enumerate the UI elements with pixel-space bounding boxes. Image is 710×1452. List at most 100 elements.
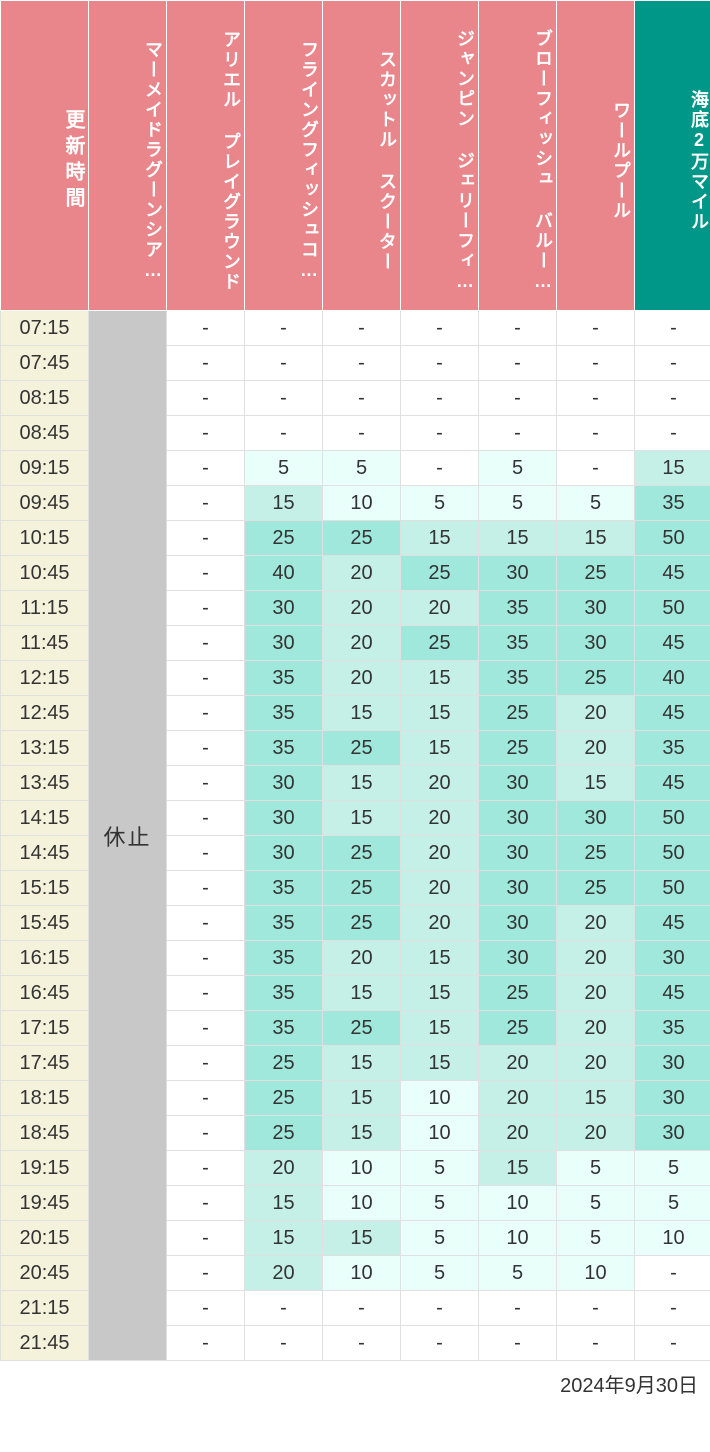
data-cell: 40	[635, 661, 710, 696]
data-cell: 10	[323, 1186, 401, 1221]
data-cell: -	[557, 346, 635, 381]
data-cell: -	[557, 1291, 635, 1326]
data-cell: -	[167, 661, 245, 696]
time-cell: 21:45	[1, 1326, 89, 1361]
table-row: 07:15休止-------	[1, 311, 710, 346]
data-cell: 30	[245, 836, 323, 871]
data-cell: -	[167, 486, 245, 521]
data-cell: 25	[557, 661, 635, 696]
data-cell: 20	[401, 906, 479, 941]
data-cell: -	[245, 381, 323, 416]
data-cell: 20	[245, 1256, 323, 1291]
data-cell: 15	[479, 521, 557, 556]
data-cell: 5	[401, 1256, 479, 1291]
data-cell: -	[167, 731, 245, 766]
data-cell: -	[167, 591, 245, 626]
data-cell: -	[167, 801, 245, 836]
data-cell: 25	[479, 731, 557, 766]
data-cell: -	[245, 346, 323, 381]
data-cell: 30	[479, 941, 557, 976]
data-cell: 20	[557, 1116, 635, 1151]
data-cell: 30	[479, 906, 557, 941]
time-column-header: 更新時間	[1, 1, 89, 311]
data-cell: 30	[479, 556, 557, 591]
data-cell: 20	[245, 1151, 323, 1186]
data-cell: 25	[245, 1081, 323, 1116]
data-cell: 35	[245, 731, 323, 766]
data-cell: 10	[479, 1186, 557, 1221]
data-cell: -	[167, 1326, 245, 1361]
data-cell: 15	[401, 1011, 479, 1046]
data-cell: -	[479, 381, 557, 416]
data-cell: -	[167, 1116, 245, 1151]
data-cell: -	[557, 1326, 635, 1361]
data-cell: -	[245, 416, 323, 451]
data-cell: 45	[635, 556, 710, 591]
data-cell: 25	[245, 1046, 323, 1081]
data-cell: -	[167, 416, 245, 451]
data-cell: -	[167, 696, 245, 731]
data-cell: 35	[245, 661, 323, 696]
data-cell: 15	[323, 1116, 401, 1151]
data-cell: -	[323, 1291, 401, 1326]
data-cell: 5	[635, 1186, 710, 1221]
data-cell: 20	[479, 1116, 557, 1151]
data-cell: 30	[635, 1081, 710, 1116]
time-cell: 11:15	[1, 591, 89, 626]
data-cell: -	[635, 346, 710, 381]
data-cell: -	[557, 451, 635, 486]
data-cell: 5	[401, 1186, 479, 1221]
data-cell: 20	[401, 766, 479, 801]
time-cell: 08:15	[1, 381, 89, 416]
data-cell: 15	[401, 521, 479, 556]
data-cell: 15	[323, 696, 401, 731]
data-cell: 35	[635, 1011, 710, 1046]
data-cell: 20	[323, 661, 401, 696]
data-cell: 15	[635, 451, 710, 486]
time-cell: 09:45	[1, 486, 89, 521]
data-cell: 30	[245, 801, 323, 836]
data-cell: 35	[635, 486, 710, 521]
data-cell: -	[323, 381, 401, 416]
data-cell: 15	[557, 766, 635, 801]
data-cell: -	[479, 1326, 557, 1361]
data-cell: 30	[245, 766, 323, 801]
data-cell: -	[635, 416, 710, 451]
time-cell: 10:15	[1, 521, 89, 556]
data-cell: -	[245, 311, 323, 346]
time-cell: 14:45	[1, 836, 89, 871]
column-header-flying: フライングフィッシュコ…	[245, 1, 323, 311]
data-cell: 15	[323, 766, 401, 801]
data-cell: 30	[245, 626, 323, 661]
data-cell: 20	[557, 696, 635, 731]
time-cell: 18:45	[1, 1116, 89, 1151]
data-cell: 50	[635, 591, 710, 626]
data-cell: 15	[245, 1186, 323, 1221]
data-cell: 15	[245, 1221, 323, 1256]
time-cell: 16:15	[1, 941, 89, 976]
data-cell: 15	[401, 731, 479, 766]
data-cell: -	[167, 1081, 245, 1116]
data-cell: -	[167, 451, 245, 486]
data-cell: 10	[323, 1151, 401, 1186]
data-cell: 50	[635, 521, 710, 556]
data-cell: -	[167, 976, 245, 1011]
column-header-kaitei: 海底2万マイル	[635, 1, 710, 311]
data-cell: -	[167, 626, 245, 661]
data-cell: -	[245, 1326, 323, 1361]
data-cell: -	[479, 1291, 557, 1326]
data-cell: -	[245, 1291, 323, 1326]
time-cell: 12:15	[1, 661, 89, 696]
data-cell: 20	[557, 906, 635, 941]
time-cell: 19:45	[1, 1186, 89, 1221]
data-cell: 20	[479, 1046, 557, 1081]
data-cell: -	[167, 1256, 245, 1291]
data-cell: -	[323, 346, 401, 381]
data-cell: 15	[323, 1046, 401, 1081]
data-cell: 15	[557, 521, 635, 556]
data-cell: 50	[635, 836, 710, 871]
data-cell: -	[557, 381, 635, 416]
data-cell: 35	[245, 1011, 323, 1046]
data-cell: 15	[323, 976, 401, 1011]
data-cell: 15	[479, 1151, 557, 1186]
